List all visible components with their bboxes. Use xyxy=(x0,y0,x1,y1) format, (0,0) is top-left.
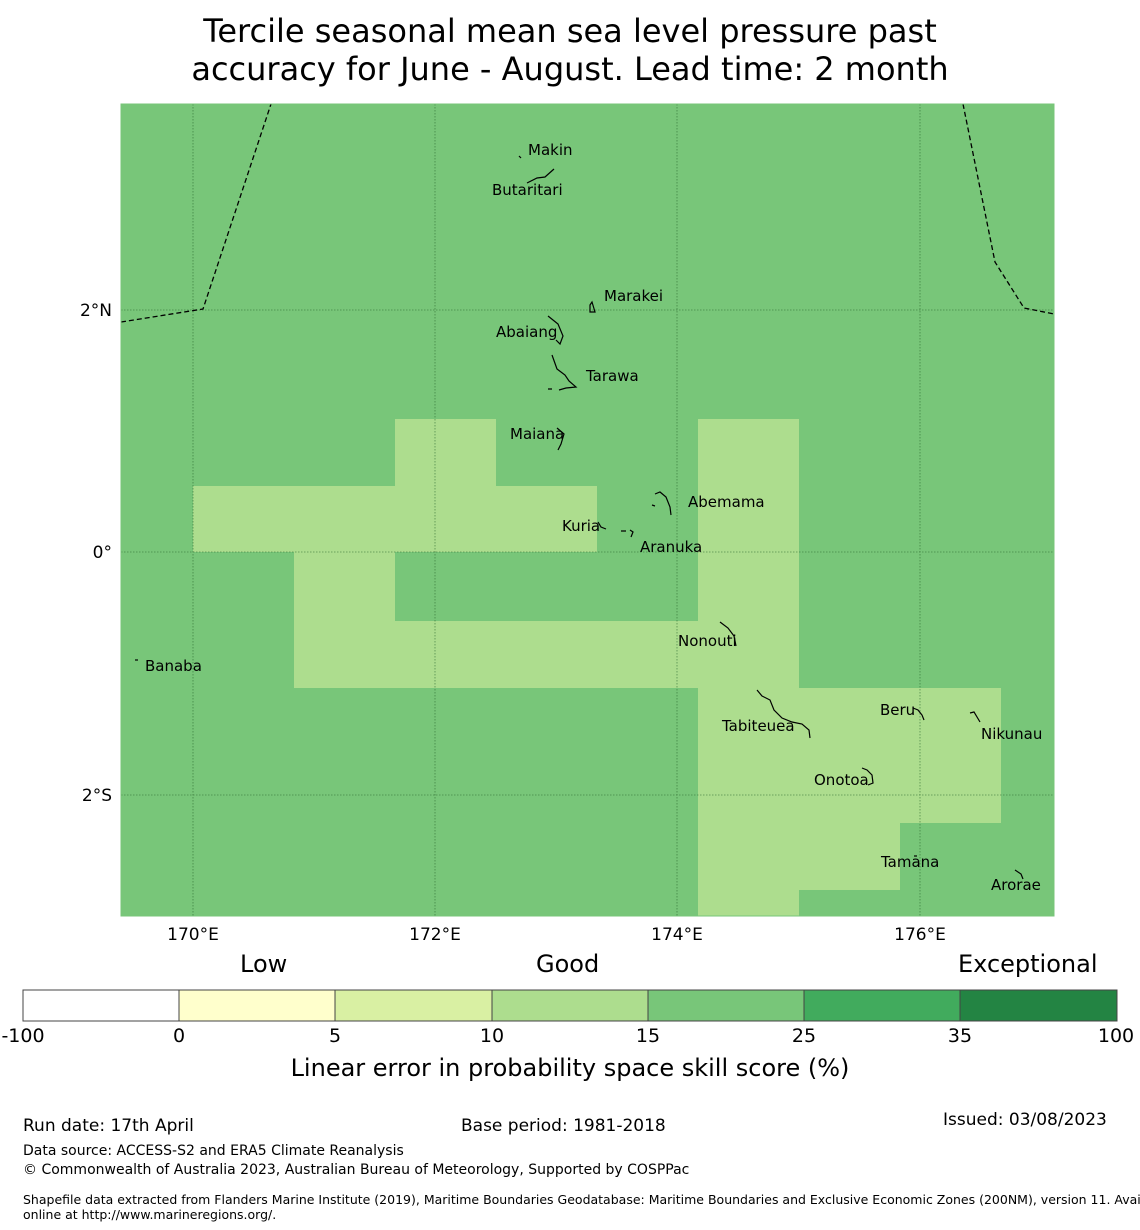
place-label-onotoa: Onotoa xyxy=(814,771,869,789)
place-label-marakei: Marakei xyxy=(604,287,663,305)
lat-tick-label: 0° xyxy=(93,543,112,563)
eez-boundaries xyxy=(120,103,1055,323)
legend-category-low: Low xyxy=(240,950,288,978)
skill-cell xyxy=(294,551,395,622)
place-label-makin: Makin xyxy=(528,141,573,159)
island-onotoa xyxy=(861,767,874,786)
eez-boundary-east xyxy=(962,103,1055,315)
eez-boundary-west xyxy=(120,103,272,323)
skill-cell xyxy=(294,621,698,688)
island-aranuka xyxy=(621,529,634,538)
colorbar-tick-label: 0 xyxy=(172,1025,186,1047)
colorbar-tick-label: 5 xyxy=(328,1025,342,1047)
colorbar-tick-label: -100 xyxy=(1,1025,45,1047)
place-label-tarawa: Tarawa xyxy=(585,367,639,385)
place-label-maiana: Maiana xyxy=(510,425,564,443)
place-label-tabiteuea: Tabiteuea xyxy=(721,717,795,735)
island-nikunau xyxy=(969,711,981,723)
chart-title: Tercile seasonal mean sea level pressure… xyxy=(0,12,1140,88)
colorbar xyxy=(22,989,1118,1022)
legend-category-good: Good xyxy=(536,950,600,978)
lat-tick-label: 2°N xyxy=(80,301,112,321)
skill-cell xyxy=(698,419,799,916)
island-kuria xyxy=(597,521,607,530)
place-label-butaritari: Butaritari xyxy=(492,181,563,199)
lon-tick-label: 174°E xyxy=(651,925,703,945)
place-label-nikunau: Nikunau xyxy=(981,725,1042,743)
colorbar-tick-label: 10 xyxy=(479,1025,505,1047)
colorbar-segment xyxy=(178,989,336,1022)
island-tarawa xyxy=(548,354,578,391)
island-abaiang xyxy=(547,315,564,346)
title-line-1: Tercile seasonal mean sea level pressure… xyxy=(203,12,937,50)
colorbar-title: Linear error in probability space skill … xyxy=(290,1054,850,1082)
colorbar-segment xyxy=(491,989,649,1022)
lon-tick-label: 172°E xyxy=(409,925,461,945)
island-nonouti xyxy=(719,621,737,647)
island-maiana xyxy=(556,427,565,451)
data-source: Data source: ACCESS-S2 and ERA5 Climate … xyxy=(23,1143,404,1159)
map-frame xyxy=(120,103,1055,917)
axis-labels: 170°E 172°E 174°E 176°E 2°N 0° 2°S xyxy=(80,301,946,945)
map-panel xyxy=(120,103,1055,917)
colorbar-tick-label: 25 xyxy=(791,1025,817,1047)
copyright: © Commonwealth of Australia 2023, Austra… xyxy=(23,1162,690,1178)
skill-cell xyxy=(798,688,1001,823)
island-beru xyxy=(912,707,925,721)
island-abemama xyxy=(651,491,672,516)
island-outlines xyxy=(135,155,1024,880)
skill-cell xyxy=(798,822,900,890)
place-label-aranuka: Aranuka xyxy=(640,538,702,556)
colorbar-segment xyxy=(22,989,180,1022)
place-label-kuria: Kuria xyxy=(562,517,600,535)
shapefile-credit-line-1: Shapefile data extracted from Flanders M… xyxy=(23,1192,1140,1207)
run-date: Run date: 17th April xyxy=(23,1116,194,1136)
base-period: Base period: 1981-2018 xyxy=(461,1116,666,1136)
place-labels: Makin Butaritari Marakei Abaiang Tarawa … xyxy=(145,141,1042,894)
title-line-2: accuracy for June - August. Lead time: 2… xyxy=(191,50,949,88)
colorbar-tick-label: 100 xyxy=(1097,1025,1135,1047)
legend-category-exceptional: Exceptional xyxy=(958,950,1098,978)
colorbar-tick-label: 15 xyxy=(635,1025,661,1047)
graticule xyxy=(121,104,1054,916)
place-label-banaba: Banaba xyxy=(145,657,202,675)
place-label-tamana: Tamana xyxy=(880,853,939,871)
place-label-abaiang: Abaiang xyxy=(496,323,557,341)
issued-date: Issued: 03/08/2023 xyxy=(943,1110,1107,1130)
place-label-nonouti: Nonouti xyxy=(678,632,737,650)
colorbar-segment xyxy=(803,989,961,1022)
island-marakei xyxy=(589,300,596,313)
colorbar-segment xyxy=(334,989,493,1022)
place-label-beru: Beru xyxy=(880,701,915,719)
island-arorae xyxy=(1014,869,1024,880)
lon-tick-label: 176°E xyxy=(894,925,946,945)
island-makin xyxy=(518,155,522,159)
colorbar-segment xyxy=(959,989,1118,1022)
skill-highlight-cells xyxy=(193,419,1001,916)
skill-cell xyxy=(395,419,496,487)
colorbar-segment xyxy=(647,989,805,1022)
lat-tick-label: 2°S xyxy=(82,786,112,806)
shapefile-credit-line-2: online at http://www.marineregions.org/. xyxy=(23,1207,277,1222)
colorbar-tick-label: 35 xyxy=(947,1025,973,1047)
island-tabiteuea xyxy=(756,689,811,739)
skill-cell xyxy=(193,486,597,552)
island-butaritari xyxy=(526,168,555,184)
lon-tick-label: 170°E xyxy=(167,925,219,945)
place-label-arorae: Arorae xyxy=(991,876,1041,894)
place-label-abemama: Abemama xyxy=(688,493,765,511)
